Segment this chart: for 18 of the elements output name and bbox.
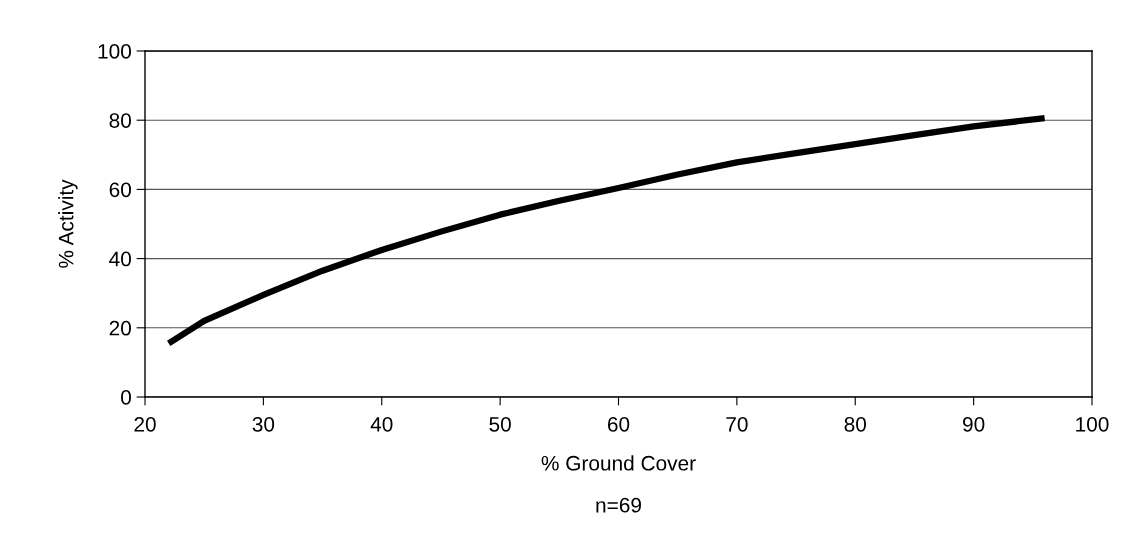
x-tick-label: 90 <box>963 416 985 432</box>
x-tick-label: 70 <box>726 416 748 432</box>
x-tick-label: 50 <box>489 416 511 432</box>
y-tick-label: 100 <box>98 44 131 59</box>
y-tick-label: 80 <box>109 113 131 128</box>
x-tick-label: 80 <box>844 416 867 432</box>
x-tick-label: 100 <box>1076 416 1109 432</box>
y-tick-label: 20 <box>109 320 131 336</box>
x-tick-label: 40 <box>370 416 393 432</box>
y-axis-title: % Activity <box>58 179 78 268</box>
text: n=69 <box>596 497 641 513</box>
y-tick-label: 40 <box>109 251 131 267</box>
x-tick-label: 30 <box>252 416 275 432</box>
y-tick-label: 0 <box>121 390 131 405</box>
x-tick-label: 60 <box>607 416 630 432</box>
y-tick-label: 60 <box>109 182 131 198</box>
x-tick-label: 20 <box>134 416 156 432</box>
x-axis-title: % Ground Cover <box>541 455 696 471</box>
